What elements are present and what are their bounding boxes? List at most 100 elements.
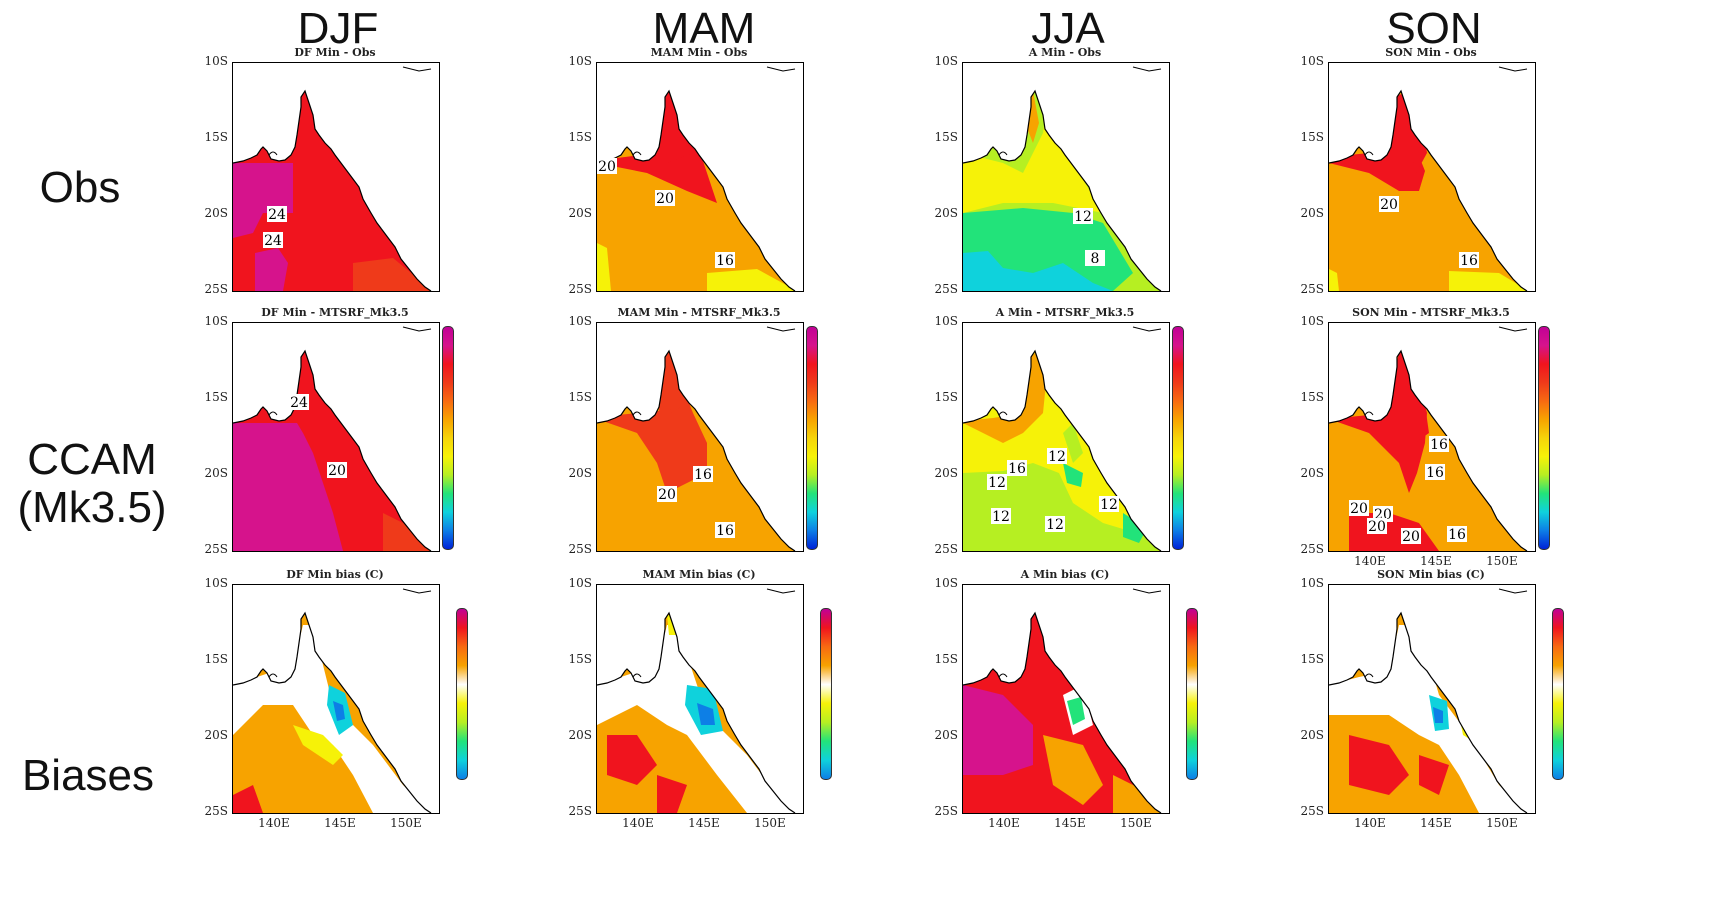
- y-tick-label: 25S: [204, 282, 229, 296]
- svg-text:16: 16: [716, 523, 734, 539]
- svg-text:12: 12: [1074, 209, 1092, 225]
- map-panel: [596, 584, 804, 814]
- y-tick-label: 25S: [1300, 804, 1325, 818]
- contour-label: 16: [1447, 526, 1467, 543]
- contour-label: 16: [1429, 436, 1449, 453]
- map-panel: 12 8: [962, 62, 1170, 292]
- y-tick-label: 25S: [204, 542, 229, 556]
- colorbar: [806, 326, 818, 550]
- contour-fill: [1349, 735, 1409, 795]
- x-tick-label: 140E: [1354, 554, 1386, 568]
- contour-fill: [707, 269, 795, 291]
- y-tick-label: 20S: [1300, 728, 1325, 742]
- map-panel: [962, 584, 1170, 814]
- y-tick-label: 15S: [568, 390, 593, 404]
- svg-text:16: 16: [694, 467, 712, 483]
- y-tick-label: 20S: [568, 466, 593, 480]
- panel-title: SON Min - Obs: [1385, 46, 1477, 59]
- svg-text:8: 8: [1091, 251, 1100, 267]
- y-tick-label: 20S: [204, 466, 229, 480]
- panel-title: A Min bias (C): [1020, 568, 1110, 581]
- coastline: [233, 89, 432, 291]
- contour-fill: [333, 701, 345, 721]
- x-tick-label: 145E: [1054, 816, 1086, 830]
- colorbar: [1552, 608, 1564, 780]
- svg-text:16: 16: [1430, 437, 1448, 453]
- colorbar: [1172, 326, 1184, 550]
- panel-title: SON Min bias (C): [1377, 568, 1485, 581]
- coastline: [963, 611, 1162, 813]
- contour-fill: [1329, 269, 1339, 291]
- y-tick-label: 15S: [204, 130, 229, 144]
- y-tick-label: 25S: [1300, 282, 1325, 296]
- contour-label: 20: [657, 486, 677, 503]
- x-tick-label: 140E: [258, 816, 290, 830]
- y-tick-label: 20S: [934, 466, 959, 480]
- y-tick-label: 25S: [568, 542, 593, 556]
- contour-label: 12: [991, 508, 1011, 525]
- contour-label: 20: [597, 158, 617, 175]
- y-tick-label: 25S: [934, 282, 959, 296]
- y-tick-label: 20S: [934, 206, 959, 220]
- contour-label: 16: [715, 252, 735, 269]
- contour-fill: [1043, 735, 1103, 805]
- colorbar: [1186, 608, 1198, 780]
- svg-text:20: 20: [1368, 519, 1386, 535]
- svg-text:16: 16: [1460, 253, 1478, 269]
- panel-title: MAM Min - MTSRF_Mk3.5: [617, 306, 781, 319]
- contour-label: 24: [263, 232, 283, 249]
- svg-text:12: 12: [1100, 497, 1118, 513]
- panel-title: SON Min - MTSRF_Mk3.5: [1352, 306, 1510, 319]
- y-tick-label: 10S: [934, 54, 959, 68]
- svg-text:24: 24: [264, 233, 282, 249]
- svg-text:16: 16: [716, 253, 734, 269]
- y-tick-label: 25S: [568, 282, 593, 296]
- svg-text:16: 16: [1448, 527, 1466, 543]
- y-tick-label: 15S: [204, 390, 229, 404]
- y-tick-label: 15S: [568, 652, 593, 666]
- svg-text:20: 20: [658, 487, 676, 503]
- contour-label: 20: [1379, 196, 1399, 213]
- contour-fill: [1067, 697, 1085, 725]
- contour-fill: [293, 725, 343, 765]
- coastline: [233, 349, 432, 551]
- contour-label: 12: [1073, 208, 1093, 225]
- column-header-jja: JJA: [1031, 4, 1105, 53]
- map-panel: 20 20 16: [596, 62, 804, 292]
- contour-fill: [255, 248, 288, 291]
- contour-fill: [963, 251, 1113, 291]
- contour-fill: [1329, 625, 1527, 813]
- contour-label: 12: [987, 474, 1007, 491]
- x-tick-label: 145E: [1420, 554, 1452, 568]
- y-tick-label: 15S: [1300, 652, 1325, 666]
- column-header-son: SON: [1386, 4, 1482, 53]
- svg-text:12: 12: [1048, 449, 1066, 465]
- x-tick-label: 150E: [1486, 554, 1518, 568]
- y-tick-label: 10S: [568, 314, 593, 328]
- y-tick-label: 10S: [204, 54, 229, 68]
- colorbar: [820, 608, 832, 780]
- y-tick-label: 25S: [1300, 542, 1325, 556]
- coastline: [597, 349, 796, 551]
- y-tick-label: 25S: [568, 804, 593, 818]
- panel-title: MAM Min bias (C): [642, 568, 756, 581]
- y-tick-label: 25S: [934, 804, 959, 818]
- contour-label: 12: [1099, 496, 1119, 513]
- column-header-djf: DJF: [297, 4, 379, 53]
- coastline: [597, 611, 796, 813]
- row-header-obs: Obs: [39, 163, 121, 212]
- svg-text:20: 20: [598, 159, 616, 175]
- contour-fill: [1433, 707, 1443, 723]
- y-tick-label: 15S: [934, 130, 959, 144]
- svg-text:20: 20: [328, 463, 346, 479]
- row-header-biases: Biases: [21, 751, 155, 800]
- panel-title: DF Min - MTSRF_Mk3.5: [261, 306, 409, 319]
- contour-fill: [963, 463, 1159, 551]
- svg-text:16: 16: [1426, 465, 1444, 481]
- y-tick-label: 10S: [1300, 314, 1325, 328]
- panel-title: DF Min - Obs: [294, 46, 376, 59]
- contour-fill: [353, 258, 431, 291]
- contour-fill: [1419, 755, 1449, 795]
